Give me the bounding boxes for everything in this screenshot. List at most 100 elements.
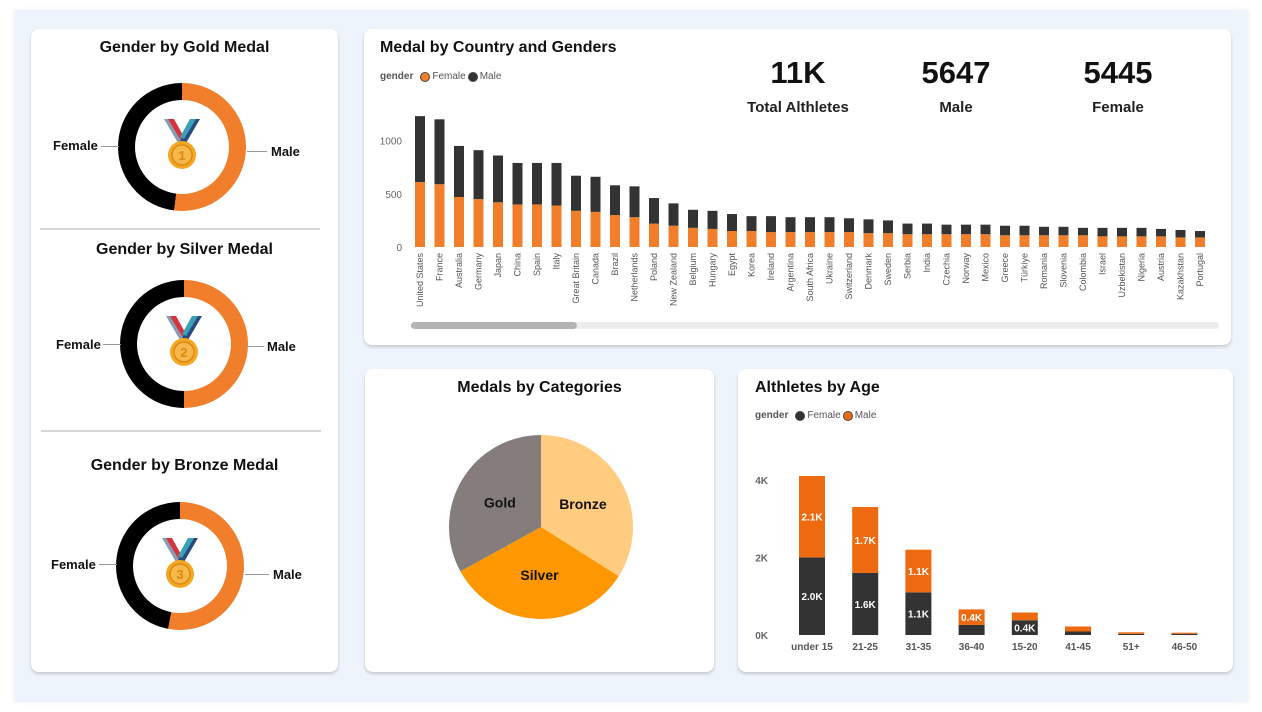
- bar-female[interactable]: [649, 223, 659, 247]
- bar-male[interactable]: [649, 198, 659, 224]
- bar-female[interactable]: [454, 196, 464, 247]
- bar-male[interactable]: [1058, 226, 1069, 236]
- bar-male[interactable]: [799, 476, 825, 558]
- bar-male[interactable]: [852, 507, 879, 573]
- pie-slice-bronze[interactable]: [541, 435, 633, 577]
- pie-slice-silver[interactable]: [460, 527, 619, 619]
- bar-female[interactable]: [1118, 633, 1145, 635]
- chart-scrollbar-thumb[interactable]: [411, 322, 577, 329]
- bar-female[interactable]: [785, 232, 796, 247]
- bar-female[interactable]: [1097, 236, 1108, 247]
- bar-female[interactable]: [941, 234, 952, 247]
- bar-male[interactable]: [473, 150, 484, 200]
- bar-female[interactable]: [958, 624, 985, 635]
- pie-slice-gold[interactable]: [449, 435, 541, 572]
- bar-male[interactable]: [1078, 227, 1088, 236]
- bar-male[interactable]: [1065, 626, 1091, 632]
- bar-female[interactable]: [766, 232, 776, 247]
- bar-female[interactable]: [415, 182, 425, 247]
- bar-male[interactable]: [863, 219, 874, 234]
- bar-female[interactable]: [1175, 237, 1186, 247]
- bar-female[interactable]: [1000, 235, 1010, 247]
- bar-female[interactable]: [1011, 620, 1038, 635]
- bar-female[interactable]: [1156, 236, 1166, 247]
- bar-male[interactable]: [707, 210, 718, 229]
- bar-female[interactable]: [844, 232, 854, 247]
- bar-female[interactable]: [852, 572, 879, 635]
- bar-male[interactable]: [1136, 227, 1147, 237]
- bar-female[interactable]: [824, 232, 835, 247]
- bar-male[interactable]: [629, 186, 640, 218]
- bar-female[interactable]: [1058, 235, 1069, 247]
- bar-male[interactable]: [532, 162, 542, 205]
- bar-female[interactable]: [1039, 235, 1049, 247]
- bar-female[interactable]: [1019, 235, 1030, 247]
- bar-male[interactable]: [512, 162, 523, 205]
- bar-male[interactable]: [1175, 229, 1186, 238]
- bar-male[interactable]: [1019, 225, 1030, 236]
- bar-female[interactable]: [473, 199, 484, 247]
- bar-male[interactable]: [1117, 227, 1127, 237]
- bar-female[interactable]: [668, 225, 679, 247]
- bar-male[interactable]: [883, 220, 893, 234]
- bar-male[interactable]: [961, 224, 971, 235]
- bar-male[interactable]: [805, 217, 815, 233]
- bar-female[interactable]: [1065, 631, 1091, 635]
- legend-swatch-female[interactable]: [420, 71, 431, 82]
- bar-male[interactable]: [493, 155, 503, 203]
- bar-female[interactable]: [883, 233, 893, 247]
- gold-donut[interactable]: 1: [118, 83, 246, 211]
- bar-female[interactable]: [688, 227, 698, 247]
- bar-male[interactable]: [551, 162, 562, 206]
- bar-female[interactable]: [922, 234, 932, 247]
- legend-swatch-male[interactable]: [467, 71, 478, 82]
- bar-male[interactable]: [590, 176, 601, 212]
- bar-male[interactable]: [746, 216, 757, 232]
- bar-female[interactable]: [532, 204, 542, 247]
- bar-female[interactable]: [961, 234, 971, 247]
- bar-male[interactable]: [980, 224, 991, 235]
- bar-female[interactable]: [434, 184, 445, 247]
- silver-donut[interactable]: 2: [120, 280, 248, 408]
- legend-swatch-female[interactable]: [795, 410, 806, 421]
- bar-male[interactable]: [1118, 632, 1145, 634]
- bar-female[interactable]: [1136, 236, 1147, 247]
- bar-male[interactable]: [454, 145, 464, 197]
- bronze-donut[interactable]: 3: [116, 502, 244, 630]
- legend-item-female[interactable]: Female: [807, 410, 841, 421]
- bar-male[interactable]: [415, 116, 425, 183]
- bar-female[interactable]: [512, 204, 523, 247]
- bar-female[interactable]: [746, 231, 757, 247]
- bar-male[interactable]: [668, 203, 679, 226]
- bar-female[interactable]: [1171, 633, 1198, 635]
- legend-item-male[interactable]: Male: [854, 410, 877, 421]
- bar-male[interactable]: [905, 549, 932, 593]
- legend-item-male[interactable]: Male: [479, 71, 502, 82]
- bar-female[interactable]: [571, 210, 581, 247]
- bar-female[interactable]: [590, 211, 601, 247]
- bar-male[interactable]: [941, 224, 952, 235]
- bar-male[interactable]: [958, 609, 985, 625]
- bar-female[interactable]: [629, 217, 640, 247]
- bar-male[interactable]: [1156, 228, 1166, 237]
- bar-male[interactable]: [571, 175, 581, 211]
- bar-female[interactable]: [707, 228, 718, 247]
- bar-female[interactable]: [610, 215, 620, 247]
- bar-male[interactable]: [1011, 612, 1038, 621]
- bar-female[interactable]: [902, 234, 913, 247]
- bar-male[interactable]: [1097, 227, 1108, 237]
- bar-male[interactable]: [434, 119, 445, 185]
- bar-male[interactable]: [1171, 632, 1198, 634]
- bar-male[interactable]: [824, 217, 835, 233]
- bar-female[interactable]: [1195, 237, 1205, 247]
- bar-male[interactable]: [1195, 231, 1205, 238]
- legend-swatch-male[interactable]: [842, 410, 853, 421]
- bar-female[interactable]: [905, 592, 932, 635]
- bar-male[interactable]: [844, 218, 854, 233]
- bar-male[interactable]: [727, 214, 737, 232]
- bar-male[interactable]: [610, 185, 620, 216]
- bar-male[interactable]: [785, 217, 796, 233]
- bar-female[interactable]: [493, 202, 503, 247]
- bar-male[interactable]: [902, 223, 913, 235]
- bar-female[interactable]: [727, 231, 737, 247]
